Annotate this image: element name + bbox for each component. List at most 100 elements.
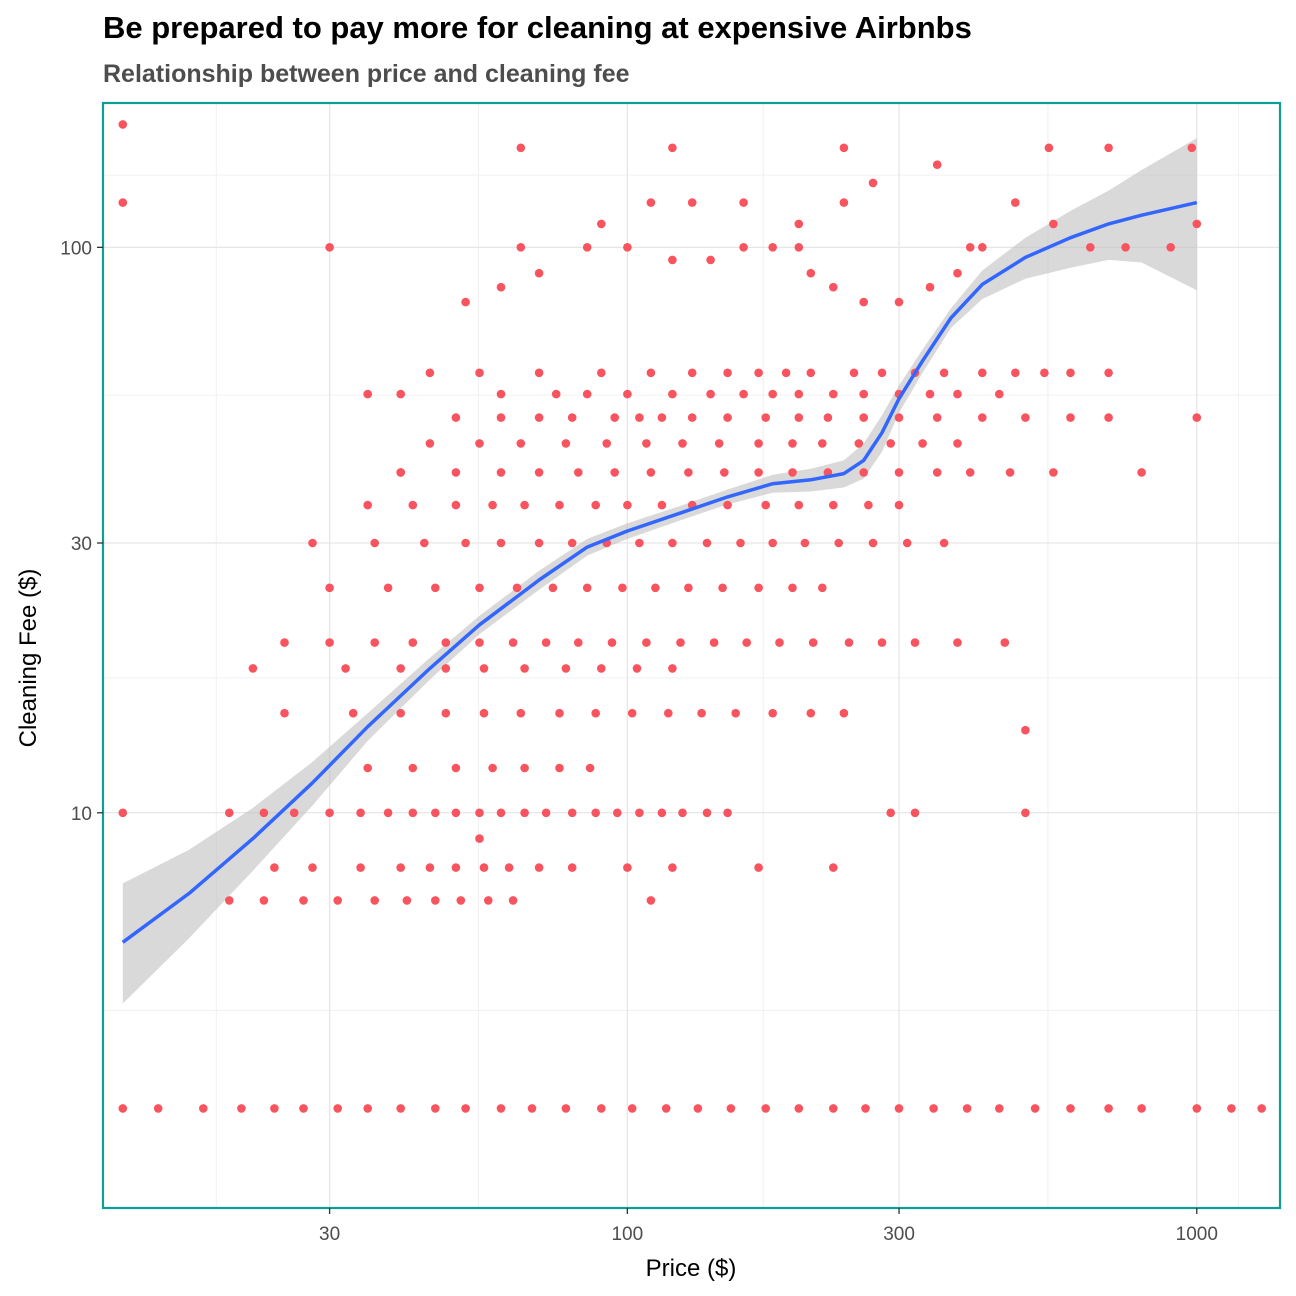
data-point (894, 500, 904, 510)
data-point (806, 708, 816, 718)
data-point (1000, 638, 1010, 647)
data-point (259, 808, 269, 818)
data-point (894, 1104, 904, 1113)
data-point (978, 413, 987, 422)
data-point (678, 808, 687, 818)
data-point (408, 808, 418, 818)
data-point (664, 708, 673, 718)
data-point (496, 808, 506, 818)
data-point (431, 808, 440, 818)
data-point (1121, 243, 1130, 252)
data-point (567, 413, 577, 422)
data-point (280, 708, 289, 718)
data-point (479, 708, 489, 718)
data-point (585, 763, 595, 773)
data-point (668, 863, 677, 872)
major-grid (103, 103, 1280, 1208)
data-point (341, 664, 350, 673)
x-tick-label: 300 (883, 1224, 915, 1245)
data-point (280, 638, 289, 647)
data-point (456, 896, 466, 905)
data-point (902, 538, 912, 548)
x-tick-label: 30 (319, 1224, 340, 1245)
x-axis-title: Price ($) (646, 1255, 737, 1282)
data-point (739, 243, 748, 252)
data-point (1044, 143, 1054, 153)
data-point (646, 896, 656, 905)
data-point (441, 708, 451, 718)
data-point (839, 143, 849, 153)
smooth-line (121, 200, 1198, 944)
data-point (356, 863, 365, 872)
data-point (697, 708, 706, 718)
data-point (496, 468, 506, 477)
data-point (348, 708, 358, 718)
data-point (808, 638, 818, 647)
data-point (308, 538, 317, 548)
data-point (794, 500, 804, 510)
data-point (1021, 413, 1030, 422)
data-point (408, 763, 418, 773)
axis-ticks: 30 100 300 1000 10 30 100 (60, 238, 1218, 1245)
data-point (561, 1104, 571, 1113)
data-point (451, 413, 461, 422)
data-point (723, 368, 732, 378)
data-point (396, 1104, 406, 1113)
data-point (1166, 243, 1175, 252)
data-point (325, 638, 334, 647)
data-point (520, 664, 529, 673)
smooth-line-path (121, 200, 1198, 944)
data-point (834, 538, 843, 548)
data-point (739, 389, 748, 399)
data-point (1049, 219, 1058, 229)
data-point (475, 368, 484, 378)
data-point (534, 863, 544, 872)
data-point (451, 500, 461, 510)
data-point (597, 1104, 606, 1113)
minor-grid (103, 103, 1280, 1208)
data-point (794, 219, 804, 229)
data-point (333, 1104, 343, 1113)
data-point (396, 664, 406, 673)
data-point (1021, 808, 1030, 818)
data-point (864, 500, 873, 510)
data-point (739, 198, 748, 207)
data-point (496, 1104, 506, 1113)
data-point (118, 808, 128, 818)
data-point (508, 638, 518, 647)
data-point (475, 638, 484, 647)
data-point (839, 708, 849, 718)
data-point (613, 808, 622, 818)
data-point (754, 583, 763, 593)
data-point (496, 389, 506, 399)
data-point (1227, 1104, 1236, 1113)
data-point (657, 808, 667, 818)
data-point (761, 413, 770, 422)
data-point (1192, 1104, 1202, 1113)
data-point (839, 198, 849, 207)
data-point (118, 120, 128, 129)
data-point (646, 198, 656, 207)
data-point (308, 863, 317, 872)
data-point (995, 389, 1004, 399)
data-point (259, 896, 269, 905)
data-point (932, 468, 942, 477)
data-point (706, 389, 715, 399)
y-tick-label: 10 (71, 804, 92, 825)
chart-title: Be prepared to pay more for cleaning at … (103, 10, 972, 45)
data-point (939, 368, 949, 378)
data-point (567, 863, 577, 872)
data-point (597, 368, 606, 378)
data-point (623, 243, 632, 252)
data-point (678, 439, 687, 448)
data-point (702, 808, 712, 818)
data-point (642, 439, 651, 448)
y-tick-label: 30 (71, 534, 92, 555)
data-point (1011, 198, 1020, 207)
data-point (910, 808, 920, 818)
data-point (574, 468, 583, 477)
data-point (925, 282, 935, 292)
data-point (1049, 468, 1058, 477)
data-point (668, 538, 677, 548)
